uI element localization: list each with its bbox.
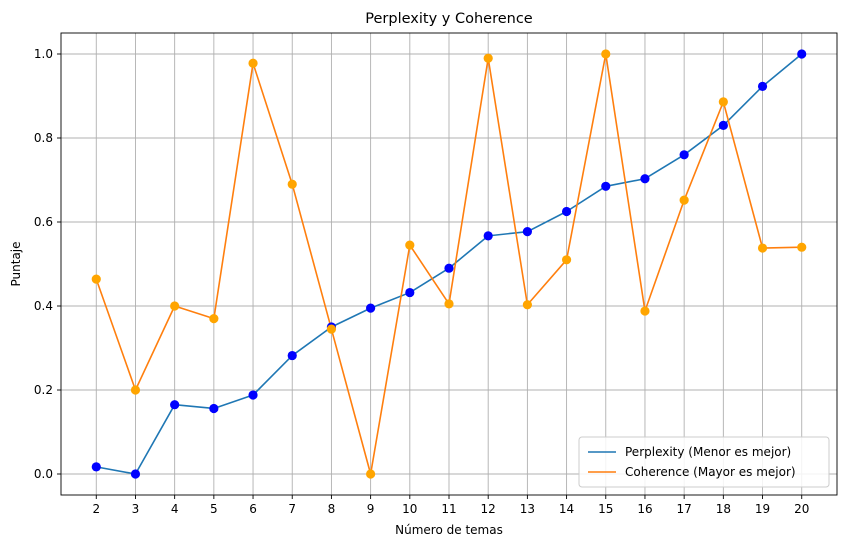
series-0-point [91, 462, 101, 472]
series-1-point [130, 385, 141, 395]
series-0-point [561, 206, 572, 217]
series-1-point [640, 306, 650, 316]
series-0-point [757, 81, 768, 91]
x-tick-label: 11 [441, 502, 456, 516]
series-1-point [757, 243, 768, 253]
x-tick-label: 13 [520, 502, 535, 516]
series-1-point [209, 314, 219, 324]
legend-box [578, 436, 830, 488]
series-1-point [405, 240, 415, 250]
series-0-point [209, 403, 219, 414]
series-0-point [405, 287, 415, 298]
legend-label: Coherence (Mayor es mejor) [625, 465, 796, 479]
y-tick-label: 0.8 [34, 131, 53, 145]
x-tick-label: 10 [402, 502, 417, 516]
series-1-point [601, 49, 611, 59]
series-1-point [170, 301, 180, 311]
y-axis-title: Puntaje [9, 241, 23, 286]
series-1-point [483, 53, 493, 63]
x-tick-label: 20 [794, 502, 809, 516]
x-tick-label: 6 [249, 502, 257, 516]
series-0-point [444, 263, 454, 273]
series-0-point [797, 49, 807, 59]
ticks: 2 3 4 5 6 7 8 9 10 11 12 13 14 15 16 17 18 19 20 0.0 0.2 0.4 0… [34, 47, 809, 516]
series-layer [91, 49, 807, 479]
series-1-point [718, 97, 728, 107]
series-0-point [366, 303, 376, 313]
series-1-point [326, 324, 337, 334]
y-tick-label: 0.0 [34, 467, 53, 481]
series-1-point [248, 58, 258, 68]
x-tick-label: 4 [171, 502, 179, 516]
series-0-point [287, 350, 297, 361]
series-0-point [170, 400, 180, 410]
series-1-point [366, 469, 376, 479]
series-1-point [522, 300, 532, 310]
x-tick-label: 12 [481, 502, 496, 516]
x-tick-label: 19 [755, 502, 770, 516]
series-1-point [91, 274, 101, 284]
series-0-point [483, 231, 493, 241]
series-1-point [287, 179, 297, 189]
y-tick-label: 0.4 [34, 299, 53, 313]
series-0-point [248, 390, 258, 400]
x-tick-label: 2 [92, 502, 100, 516]
x-tick-label: 3 [132, 502, 140, 516]
series-0-point [130, 469, 141, 479]
series-0-point [679, 150, 689, 160]
series-0-point [601, 181, 611, 191]
x-tick-label: 18 [716, 502, 731, 516]
x-tick-label: 16 [637, 502, 652, 516]
chart-title: Perplexity y Coherence [365, 11, 533, 27]
y-tick-label: 0.6 [34, 215, 53, 229]
x-tick-label: 14 [559, 502, 574, 516]
y-tick-label: 0.2 [34, 383, 53, 397]
series-0-point [718, 120, 728, 130]
legend-label: Perplexity (Menor es mejor) [625, 445, 791, 459]
series-1-point [797, 242, 807, 252]
x-tick-label: 15 [598, 502, 613, 516]
x-tick-label: 7 [288, 502, 296, 516]
x-tick-label: 17 [677, 502, 692, 516]
x-tick-label: 5 [210, 502, 218, 516]
series-1-point [561, 255, 572, 265]
legend: Perplexity (Menor es mejor) Coherence (Ma… [578, 436, 830, 488]
series-1-point [679, 195, 689, 205]
series-1-point [444, 299, 454, 309]
x-axis-title: Número de temas [395, 523, 503, 537]
x-tick-label: 8 [328, 502, 336, 516]
series-0-point [640, 174, 650, 184]
series-0-point [522, 227, 532, 237]
y-tick-label: 1.0 [34, 47, 53, 61]
x-tick-label: 9 [367, 502, 375, 516]
